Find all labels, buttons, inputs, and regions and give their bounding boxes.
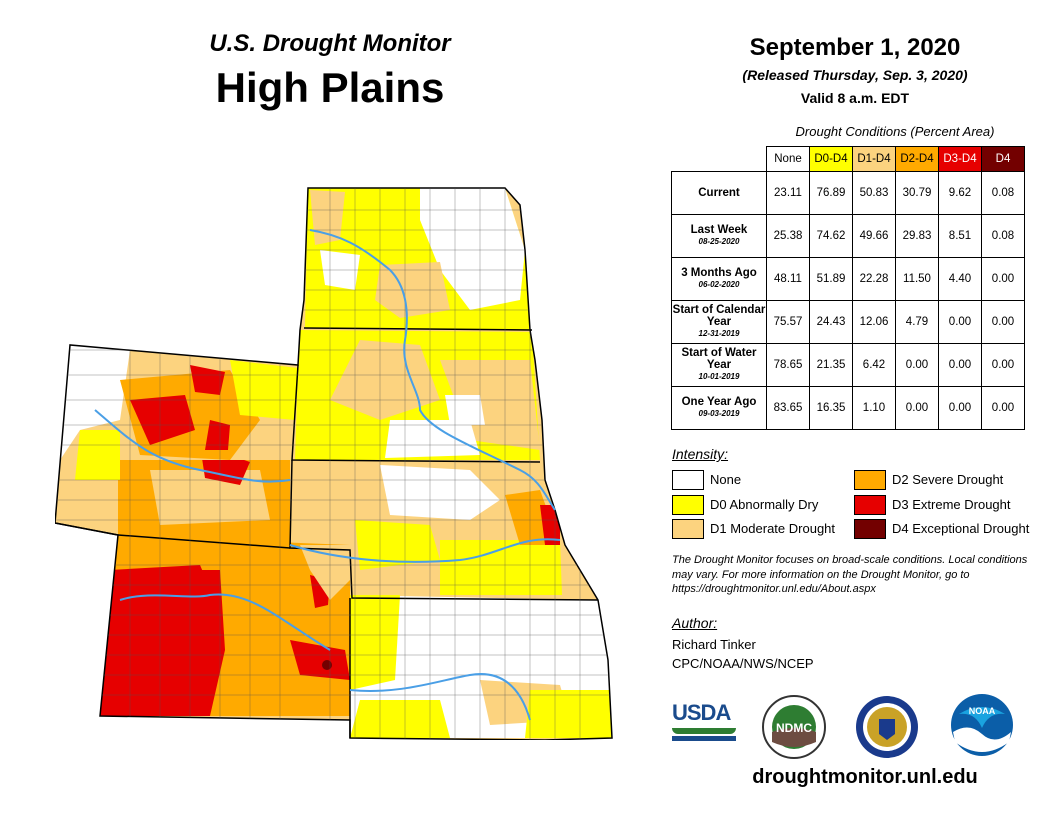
table-cell: 29.83 bbox=[895, 214, 939, 258]
table-cell: 0.00 bbox=[981, 343, 1025, 387]
legend-label-d2: D2 Severe Drought bbox=[892, 472, 1004, 487]
website-url[interactable]: droughtmonitor.unl.edu bbox=[752, 766, 978, 788]
author-heading: Author: bbox=[672, 615, 718, 631]
col-d0-d4: D0-D4 bbox=[809, 146, 853, 172]
table-cell: 0.00 bbox=[938, 386, 982, 430]
author-org: CPC/NOAA/NWS/NCEP bbox=[672, 656, 814, 671]
row-date: 06-02-2020 bbox=[698, 280, 740, 289]
table-cell: 51.89 bbox=[809, 257, 853, 301]
table-cell: 25.38 bbox=[766, 214, 810, 258]
table-cell: 48.11 bbox=[766, 257, 810, 301]
col-d2-d4: D2-D4 bbox=[895, 146, 939, 172]
doc-seal-logo bbox=[856, 696, 918, 758]
table-cell: 74.62 bbox=[809, 214, 853, 258]
table-row: Last Week 08-25-2020 25.38 74.62 49.66 29… bbox=[671, 214, 1025, 258]
table-cell: 16.35 bbox=[809, 386, 853, 430]
table-cell: 30.79 bbox=[895, 171, 939, 215]
table-cell: 24.43 bbox=[809, 300, 853, 344]
table-cell: 0.00 bbox=[981, 386, 1025, 430]
table-cell: 50.83 bbox=[852, 171, 896, 215]
drought-map bbox=[55, 187, 613, 740]
table-cell: 22.28 bbox=[852, 257, 896, 301]
row-label: Start of Calendar Year 12-31-2019 bbox=[671, 300, 767, 344]
valid-time: Valid 8 a.m. EDT bbox=[800, 90, 910, 106]
table-cell: 12.06 bbox=[852, 300, 896, 344]
table-cell: 0.00 bbox=[938, 300, 982, 344]
table-corner bbox=[672, 147, 767, 172]
legend-swatch-d2 bbox=[854, 470, 886, 490]
row-label: 3 Months Ago 06-02-2020 bbox=[671, 257, 767, 301]
table-row: Start of Water Year 10-01-2019 78.65 21.3… bbox=[671, 343, 1025, 387]
legend-swatch-d1 bbox=[672, 519, 704, 539]
legend-label-none: None bbox=[710, 472, 742, 487]
table-row: Start of Calendar Year 12-31-2019 75.57 2… bbox=[671, 300, 1025, 344]
table-cell: 0.00 bbox=[938, 343, 982, 387]
legend-title: Intensity: bbox=[672, 446, 729, 462]
table-cell: 75.57 bbox=[766, 300, 810, 344]
usda-logo: USDA bbox=[672, 700, 736, 748]
row-date: 12-31-2019 bbox=[698, 329, 740, 338]
col-d1-d4: D1-D4 bbox=[852, 146, 896, 172]
table-cell: 9.62 bbox=[938, 171, 982, 215]
state-borders bbox=[55, 187, 613, 740]
legend-swatch-d3 bbox=[854, 495, 886, 515]
legend-label-d3: D3 Extreme Drought bbox=[892, 497, 1011, 512]
row-date: 10-01-2019 bbox=[698, 372, 740, 381]
col-d4: D4 bbox=[981, 146, 1025, 172]
table-cell: 0.08 bbox=[981, 214, 1025, 258]
legend-swatch-d4 bbox=[854, 519, 886, 539]
table-cell: 6.42 bbox=[852, 343, 896, 387]
table-cell: 1.10 bbox=[852, 386, 896, 430]
release-date: (Released Thursday, Sep. 3, 2020) bbox=[742, 67, 968, 83]
row-label: Start of Water Year 10-01-2019 bbox=[671, 343, 767, 387]
ndmc-logo: NDMC bbox=[762, 695, 826, 759]
table-row: One Year Ago 09-03-2019 83.65 16.35 1.10 … bbox=[671, 386, 1025, 430]
table-cell: 4.40 bbox=[938, 257, 982, 301]
map-subtitle: U.S. Drought Monitor bbox=[209, 30, 451, 57]
row-date: 08-25-2020 bbox=[698, 237, 740, 246]
legend-swatch-d0 bbox=[672, 495, 704, 515]
table-cell: 0.00 bbox=[981, 300, 1025, 344]
col-none: None bbox=[766, 146, 810, 172]
row-date: 09-03-2019 bbox=[698, 409, 740, 418]
row-label: Current bbox=[671, 171, 767, 215]
row-label: One Year Ago 09-03-2019 bbox=[671, 386, 767, 430]
table-cell: 49.66 bbox=[852, 214, 896, 258]
table-cell: 0.00 bbox=[981, 257, 1025, 301]
noaa-logo: NOAA bbox=[951, 694, 1013, 756]
legend-label-d4: D4 Exceptional Drought bbox=[892, 521, 1030, 536]
table-caption: Drought Conditions (Percent Area) bbox=[795, 124, 995, 139]
valid-date: September 1, 2020 bbox=[749, 34, 961, 61]
author-name: Richard Tinker bbox=[672, 637, 756, 652]
legend-swatch-none bbox=[672, 470, 704, 490]
table-cell: 78.65 bbox=[766, 343, 810, 387]
legend-label-d0: D0 Abnormally Dry bbox=[710, 497, 819, 512]
table-cell: 83.65 bbox=[766, 386, 810, 430]
table-row: Current 23.11 76.89 50.83 30.79 9.62 0.0… bbox=[671, 171, 1025, 215]
rivers bbox=[94, 229, 561, 721]
row-label: Last Week 08-25-2020 bbox=[671, 214, 767, 258]
disclaimer-note: The Drought Monitor focuses on broad-sca… bbox=[672, 554, 1028, 595]
drought-conditions-table: None D0-D4 D1-D4 D2-D4 D3-D4 D4 Current … bbox=[671, 146, 1025, 430]
table-cell: 76.89 bbox=[809, 171, 853, 215]
ndmc-logo-text: NDMC bbox=[776, 721, 812, 735]
table-cell: 0.00 bbox=[895, 343, 939, 387]
table-cell: 0.00 bbox=[895, 386, 939, 430]
table-cell: 0.08 bbox=[981, 171, 1025, 215]
map-title: High Plains bbox=[215, 64, 445, 111]
col-d3-d4: D3-D4 bbox=[938, 146, 982, 172]
drought-layer bbox=[55, 188, 612, 740]
legend-label-d1: D1 Moderate Drought bbox=[710, 521, 836, 536]
table-header-row: None D0-D4 D1-D4 D2-D4 D3-D4 D4 bbox=[672, 146, 1025, 172]
table-cell: 4.79 bbox=[895, 300, 939, 344]
table-cell: 11.50 bbox=[895, 257, 939, 301]
table-cell: 23.11 bbox=[766, 171, 810, 215]
table-row: 3 Months Ago 06-02-2020 48.11 51.89 22.28… bbox=[671, 257, 1025, 301]
noaa-logo-text: NOAA bbox=[969, 706, 996, 716]
table-cell: 8.51 bbox=[938, 214, 982, 258]
table-cell: 21.35 bbox=[809, 343, 853, 387]
